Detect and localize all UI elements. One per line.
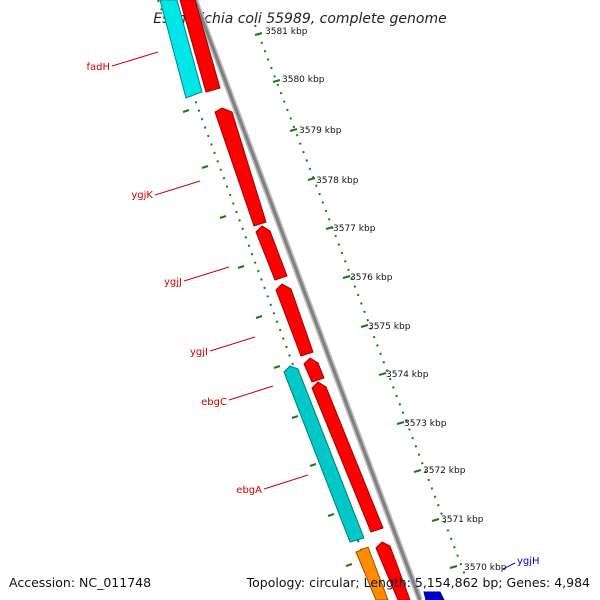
gene-label-fadH[interactable]: fadH xyxy=(86,62,110,73)
map-title: Escherichia coli 55989, complete genome xyxy=(153,11,446,27)
gene-orange-feature[interactable] xyxy=(355,546,389,600)
tick-label: 3572 kbp xyxy=(423,466,466,476)
gene-red-bottom-feature[interactable] xyxy=(375,541,411,600)
gene-label-ygjK[interactable]: ygjK xyxy=(131,190,153,201)
tick-label: 3573 kbp xyxy=(404,419,447,429)
tick-label: 3581 kbp xyxy=(265,27,308,37)
gene-features xyxy=(159,0,445,600)
tick-label: 3570 kbp xyxy=(464,563,507,573)
gene-label-ebgA[interactable]: ebgA xyxy=(236,485,262,496)
gene-label-ygjH[interactable]: ygjH xyxy=(517,556,540,567)
gene-ygjI-feature[interactable] xyxy=(275,283,314,357)
gene-label-ygjJ[interactable]: ygjJ xyxy=(164,277,182,288)
tick-label: 3579 kbp xyxy=(299,126,342,136)
gene-fadH-feature[interactable] xyxy=(179,0,221,93)
genome-backbone xyxy=(192,0,423,600)
gene-ygjH-feature[interactable] xyxy=(423,591,445,600)
tick-label: 3574 kbp xyxy=(386,370,429,380)
gene-small-red-feature[interactable] xyxy=(303,357,325,383)
tick-label: 3576 kbp xyxy=(350,273,393,283)
gene-ygjK-feature[interactable] xyxy=(214,107,267,227)
gene-ebgC-feature[interactable] xyxy=(283,365,365,543)
inner-tick-marks xyxy=(164,19,353,567)
gene-label-leaders xyxy=(111,51,516,570)
gene-ygjJ-feature[interactable] xyxy=(255,225,288,281)
gene-label-ebgC[interactable]: ebgC xyxy=(201,397,227,408)
tick-label: 3575 kbp xyxy=(368,322,411,332)
tick-label: 3578 kbp xyxy=(316,176,359,186)
tick-label: 3571 kbp xyxy=(441,515,484,525)
tick-label: 3577 kbp xyxy=(333,224,376,234)
gene-fadH-rev-feature[interactable] xyxy=(159,0,203,99)
accession-text: Accession: NC_011748 xyxy=(9,575,151,590)
gene-ebgA-fwd-feature[interactable] xyxy=(311,381,384,533)
gene-label-ygjI[interactable]: ygjI xyxy=(190,347,208,358)
tick-labels xyxy=(254,32,458,569)
tick-label: 3580 kbp xyxy=(282,75,325,85)
genome-summary-text: Topology: circular; Length: 5,154,862 bp… xyxy=(246,575,590,590)
